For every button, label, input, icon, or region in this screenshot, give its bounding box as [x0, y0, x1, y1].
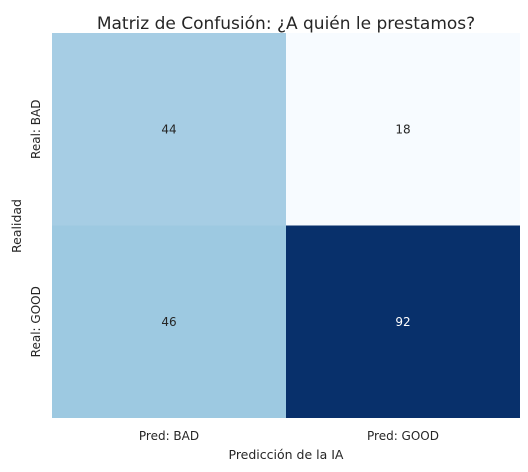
x-tick-labels: Pred: BAD Pred: GOOD — [139, 429, 439, 443]
x-tick-label: Pred: BAD — [139, 429, 199, 443]
y-tick-labels: Real: BAD Real: GOOD — [29, 100, 43, 358]
y-tick-label: Real: GOOD — [29, 286, 43, 357]
cell-value-label-r0-c0: 44 — [161, 122, 176, 136]
heatmap-cell-r0-c1 — [286, 33, 520, 226]
cell-value-label-r1-c1: 92 — [395, 315, 410, 329]
heatmap-cells: 44 18 46 92 — [52, 33, 520, 418]
cell-value-label-r1-c0: 46 — [161, 315, 176, 329]
heatmap-cell-r0-c0 — [52, 33, 286, 226]
y-axis-label: Realidad — [9, 199, 24, 253]
y-tick-label: Real: BAD — [29, 100, 43, 159]
chart-title: Matriz de Confusión: ¿A quién le prestam… — [97, 14, 475, 34]
heatmap-cell-r1-c1 — [286, 225, 520, 418]
x-axis-label: Predicción de la IA — [229, 447, 344, 462]
x-tick-label: Pred: GOOD — [367, 429, 439, 443]
cell-value-label-r0-c1: 18 — [395, 122, 410, 136]
heatmap-cell-r1-c0 — [52, 225, 286, 418]
